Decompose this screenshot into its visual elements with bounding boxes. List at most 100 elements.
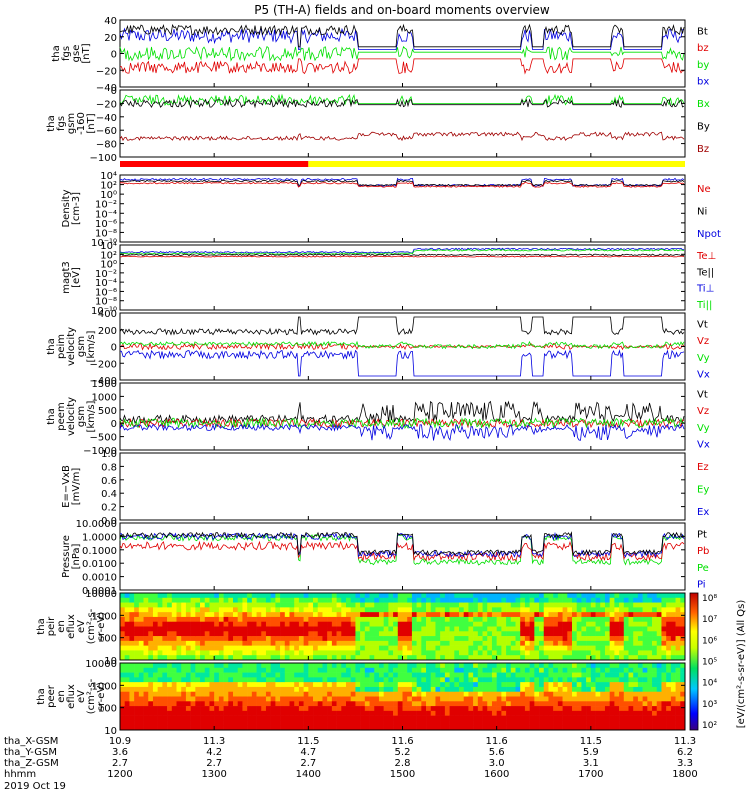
spectrogram-cell [308, 640, 314, 646]
spectrogram-cell [510, 593, 516, 599]
spectrogram-cell [176, 677, 182, 683]
spectrogram-cell [609, 672, 615, 678]
spectrogram-cell [449, 650, 455, 656]
spectrogram-cell [652, 677, 658, 683]
spectrogram-cell [134, 725, 140, 731]
position-value: 3.3 [677, 758, 693, 769]
spectrogram-cell [204, 640, 210, 646]
spectrogram-cell [341, 650, 347, 656]
spectrogram-cell [642, 607, 648, 613]
spectrogram-cell [553, 650, 559, 656]
spectrogram-cell [463, 650, 469, 656]
spectrogram-cell [327, 701, 333, 707]
spectrogram-cell [595, 667, 601, 673]
spectrogram-cell [317, 645, 323, 651]
spectrogram-cell [562, 655, 568, 661]
spectrogram-cell [152, 663, 158, 669]
spectrogram-cell [604, 655, 610, 661]
y-axis-label-line: [nPa] [71, 543, 82, 569]
spectrogram-cell [364, 640, 370, 646]
spectrogram-cell [280, 636, 286, 642]
spectrogram-cell [134, 655, 140, 661]
spectrogram-cell [600, 602, 606, 608]
spectrogram-cell [496, 667, 502, 673]
spectrogram-cell [440, 655, 446, 661]
spectrogram-cell [247, 691, 253, 697]
spectrogram-cell [308, 706, 314, 712]
spectrogram-cell [510, 631, 516, 637]
spectrogram-cell [162, 640, 168, 646]
spectrogram-cell [157, 677, 163, 683]
spectrogram-cell [675, 672, 681, 678]
spectrogram-cell [506, 677, 512, 683]
spectrogram-cell [501, 655, 507, 661]
spectrogram-cell [322, 621, 328, 627]
spectrogram-cell [581, 640, 587, 646]
spectrogram-cell [152, 607, 158, 613]
spectrogram-cell [195, 691, 201, 697]
spectrogram-cell [661, 607, 667, 613]
spectrogram-cell [261, 640, 267, 646]
spectrogram-cell [459, 612, 465, 618]
spectrogram-cell [496, 663, 502, 669]
spectrogram-cell [534, 710, 540, 716]
spectrogram-cell [567, 593, 573, 599]
spectrogram-cell [459, 667, 465, 673]
spectrogram-cell [341, 706, 347, 712]
spectrogram-cell [152, 650, 158, 656]
spectrogram-cell [138, 645, 144, 651]
spectrogram-cell [143, 696, 149, 702]
spectrogram-cell [251, 645, 257, 651]
spectrogram-cell [411, 667, 417, 673]
y-tick-label: 10 [104, 656, 117, 667]
spectrogram-cell [524, 650, 530, 656]
spectrogram-cell [138, 710, 144, 716]
spectrogram-cell [661, 602, 667, 608]
spectrogram-cell [152, 667, 158, 673]
spectrogram-cell [237, 710, 243, 716]
spectrogram-cell [270, 636, 276, 642]
spectrogram-cell [313, 621, 319, 627]
spectrogram-cell [411, 602, 417, 608]
spectrogram-cell [270, 640, 276, 646]
spectrogram-cell [623, 667, 629, 673]
spectrogram-cell [496, 655, 502, 661]
spectrogram-cell [346, 710, 352, 716]
spectrogram-cell [430, 631, 436, 637]
position-value: 10.9 [109, 736, 131, 747]
spectrogram-cell [256, 631, 262, 637]
spectrogram-cell [181, 696, 187, 702]
spectrogram-cell [614, 715, 620, 721]
spectrogram-cell [548, 626, 554, 632]
spectrogram-cell [421, 597, 427, 603]
spectrogram-cell [435, 715, 441, 721]
spectrogram-cell [308, 701, 314, 707]
spectrogram-cell [289, 710, 295, 716]
spectrogram-cell [524, 720, 530, 726]
spectrogram-cell [539, 655, 545, 661]
spectrogram-cell [675, 621, 681, 627]
spectrogram-cell [364, 701, 370, 707]
spectrogram-cell [346, 677, 352, 683]
spectrogram-cell [397, 626, 403, 632]
spectrogram-cell [642, 725, 648, 731]
spectrogram-cell [520, 612, 526, 618]
spectrogram-cell [430, 655, 436, 661]
spectrogram-cell [642, 650, 648, 656]
spectrogram-cell [317, 612, 323, 618]
spectrogram-cell [637, 682, 643, 688]
spectrogram-cell [228, 593, 234, 599]
spectrogram-cell [421, 602, 427, 608]
spectrogram-cell [661, 663, 667, 669]
spectrogram-cell [204, 667, 210, 673]
spectrogram-cell [444, 720, 450, 726]
y-tick-label: 0.0010 [82, 573, 117, 584]
spectrogram-cell [171, 645, 177, 651]
spectrogram-cell [614, 682, 620, 688]
spectrogram-cell [134, 691, 140, 697]
spectrogram-cell [539, 645, 545, 651]
spectrogram-cell [275, 650, 281, 656]
spectrogram-cell [270, 593, 276, 599]
spectrogram-cell [421, 612, 427, 618]
spectrogram-cell [675, 725, 681, 731]
